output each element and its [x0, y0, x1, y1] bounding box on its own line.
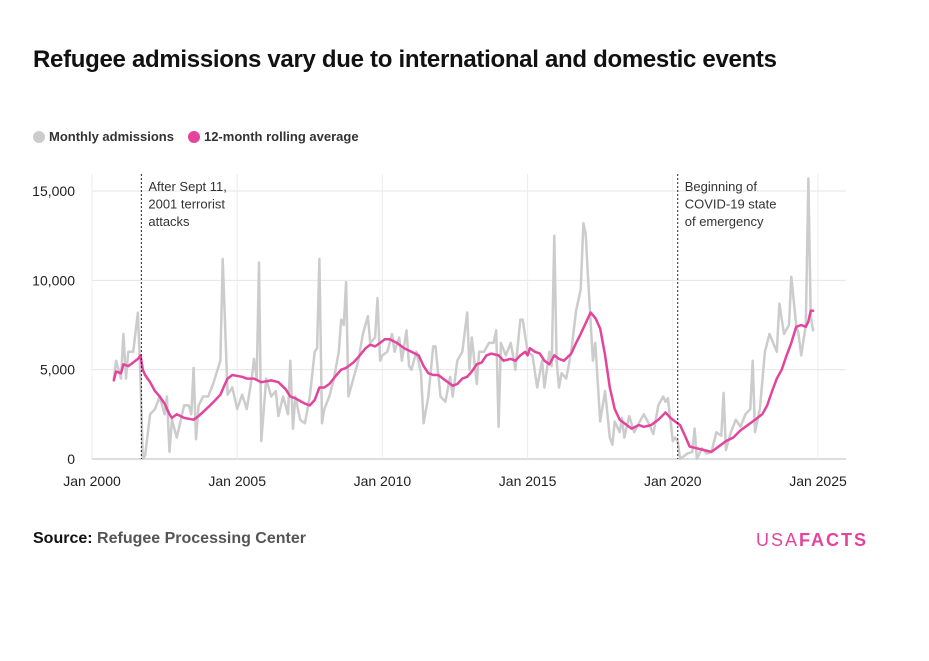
- y-tick-label: 0: [67, 451, 75, 467]
- annotation-text: Beginning of: [685, 179, 758, 194]
- brand-logo-bold: FACTS: [799, 530, 869, 550]
- x-tick-label: Jan 2015: [499, 473, 557, 489]
- chart-title: Refugee admissions vary due to internati…: [33, 46, 777, 73]
- annotation-text: of emergency: [685, 214, 764, 229]
- source-value: Refugee Processing Center: [97, 530, 306, 547]
- source-line: Source: Refugee Processing Center: [33, 530, 306, 548]
- chart-legend: Monthly admissions 12-month rolling aver…: [33, 129, 373, 144]
- annotation-text: COVID-19 state: [685, 197, 777, 212]
- rolling-average-line: [112, 309, 815, 454]
- legend-label-monthly: Monthly admissions: [49, 129, 174, 144]
- source-label: Source:: [33, 530, 93, 547]
- brand-logo-light: USA: [756, 530, 800, 550]
- x-tick-label: Jan 2005: [208, 473, 266, 489]
- x-tick-label: Jan 2025: [789, 473, 847, 489]
- y-tick-label: 15,000: [32, 183, 75, 199]
- x-tick-label: Jan 2000: [63, 473, 121, 489]
- monthly-admissions-line: [112, 177, 815, 461]
- brand-logo: USAFACTS: [756, 530, 868, 551]
- legend-item-monthly: Monthly admissions: [33, 129, 174, 144]
- legend-swatch-rolling: [187, 130, 200, 143]
- legend-item-rolling: 12-month rolling average: [187, 129, 359, 144]
- annotation-text: After Sept 11,: [148, 179, 227, 194]
- y-tick-label: 5,000: [40, 362, 75, 378]
- legend-label-rolling: 12-month rolling average: [203, 129, 359, 144]
- annotation-text: attacks: [148, 214, 190, 229]
- legend-swatch-monthly: [33, 130, 45, 143]
- x-tick-label: Jan 2010: [354, 473, 412, 489]
- y-tick-label: 10,000: [32, 272, 75, 288]
- x-tick-label: Jan 2020: [644, 473, 702, 489]
- annotation-text: 2001 terrorist: [148, 197, 225, 212]
